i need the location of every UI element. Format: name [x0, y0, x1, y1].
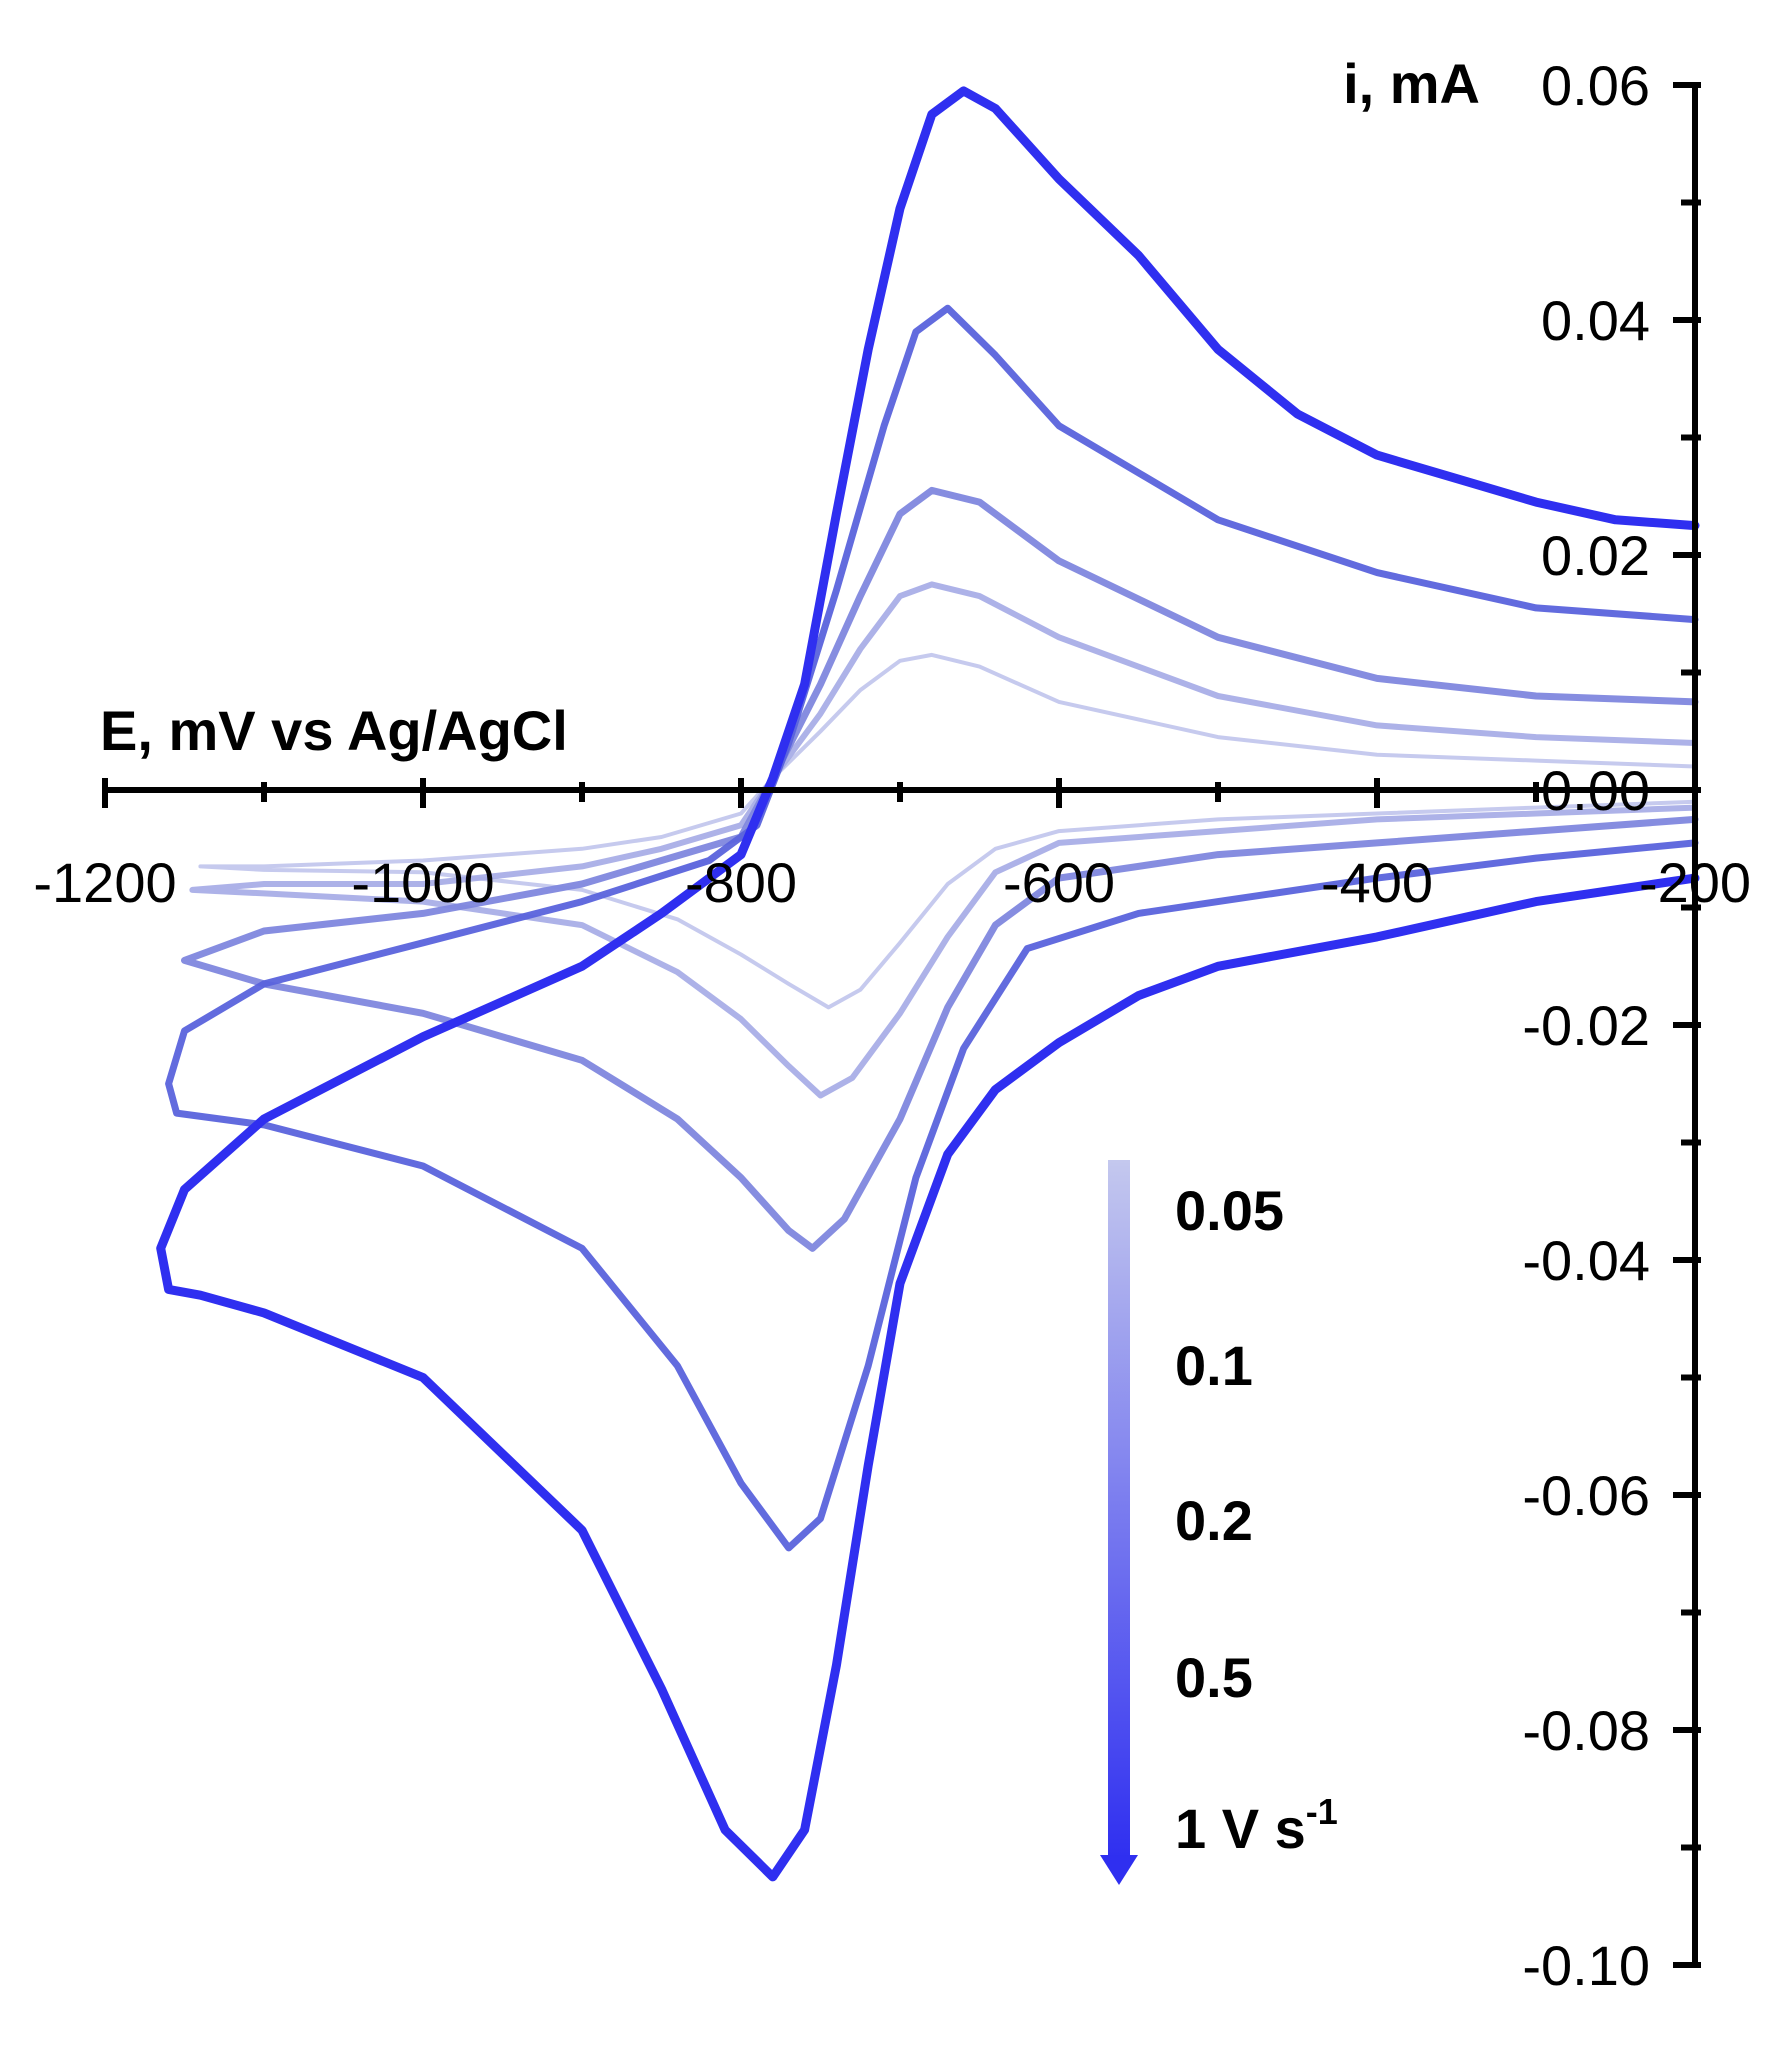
x-tick-label: -200: [1639, 851, 1751, 914]
legend-label-1: 0.1: [1175, 1334, 1253, 1397]
y-ticks: 0.06 0.04 0.02 0.00 -0.02 -0.04 -0.06 -0.08 -0.1…: [1522, 54, 1701, 1997]
y-tick-label: 0.04: [1541, 289, 1650, 352]
x-tick-label: -1000: [351, 851, 494, 914]
y-tick-label: -0.10: [1522, 1934, 1650, 1997]
legend-label-4: 1 V s-1: [1175, 1791, 1338, 1860]
y-tick-label: 0.00: [1541, 759, 1650, 822]
scan-rate-legend: 0.05 0.1 0.2 0.5 1 V s-1: [1100, 1160, 1338, 1885]
axes: -1200 -1000 -800 -600 -400 -200 0.060.040.020…: [33, 54, 1751, 1997]
y-axis-title: i, mA: [1343, 52, 1480, 115]
x-axis-title: E, mV vs Ag/AgCl: [100, 699, 568, 762]
legend-unit-text: 1 V s: [1175, 1797, 1306, 1860]
series-line-0: [198, 652, 1697, 1010]
x-tick-label: -600: [1003, 851, 1115, 914]
series-layer: [156, 86, 1700, 1882]
x-ticks: -1200 -1000 -800 -600 -400 -200: [33, 778, 1751, 914]
y-tick-label: -0.08: [1522, 1699, 1650, 1762]
x-tick-label: -1200: [33, 851, 176, 914]
series-line-3: [165, 304, 1699, 1552]
legend-label-2: 0.2: [1175, 1489, 1253, 1552]
legend-gradient-bar: [1108, 1160, 1130, 1860]
y-tick-label: -0.04: [1522, 1229, 1650, 1292]
legend-arrow-icon: [1100, 1855, 1138, 1885]
y-tick-label: -0.06: [1522, 1464, 1650, 1527]
x-tick-label: -400: [1321, 851, 1433, 914]
y-tick-label: -0.02: [1522, 994, 1650, 1057]
y-tick-label: 0.06: [1541, 54, 1650, 117]
series-line-4: [156, 86, 1700, 1882]
series-line-2: [181, 486, 1699, 1252]
series-line-1: [189, 581, 1698, 1099]
x-tick-label: -800: [685, 851, 797, 914]
legend-label-0: 0.05: [1175, 1179, 1284, 1242]
y-tick-label: 0.02: [1541, 524, 1650, 587]
legend-unit-superscript: -1: [1306, 1791, 1338, 1832]
legend-label-3: 0.5: [1175, 1646, 1253, 1709]
